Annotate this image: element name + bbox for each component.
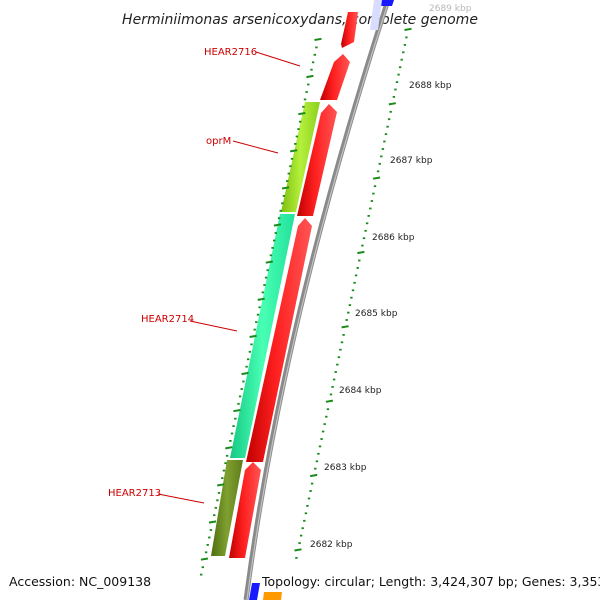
kbp-label-2688: 2688 kbp: [409, 81, 452, 91]
accession-text: Accession: NC_009138: [9, 574, 151, 589]
outer-track-tick: [372, 176, 381, 180]
inner-track-tick: [314, 37, 322, 41]
gene-blue-top: [378, 0, 394, 6]
gene-label-hear2713: HEAR2713: [108, 488, 161, 499]
inner-track-tick: [257, 297, 265, 301]
outer-track-tick: [404, 27, 412, 31]
backbone-line: [243, 0, 391, 600]
map-title: Herminiimonas arsenicoxydans, complete g…: [122, 12, 478, 28]
kbp-label-2684: 2684 kbp: [339, 386, 382, 396]
gene-label-hear2716: HEAR2716: [204, 47, 257, 58]
forward-gene-hear2713-strand: [229, 462, 261, 558]
kbp-label-2682: 2682 kbp: [310, 540, 353, 550]
label-line-hear2716: [255, 51, 301, 67]
forward-gene-hear2716-strand: [320, 54, 350, 100]
gene-oprM-block: [281, 102, 320, 212]
inner-track-tick: [249, 334, 257, 338]
outer-track-tick: [310, 473, 318, 478]
tick-marks: [200, 27, 412, 576]
gene-blue-top-faint: [370, 0, 382, 30]
backbone-highlight: [246, 0, 390, 600]
outer-track-tick: [357, 250, 365, 255]
label-line-hear2713: [157, 493, 205, 504]
forward-gene-oprm-strand: [297, 104, 337, 216]
inner-track-tick: [217, 483, 225, 487]
inner-track-tick: [306, 74, 314, 79]
inner-track-tick: [241, 371, 249, 376]
inner-track-tick: [200, 557, 209, 561]
gene-label-hear2714: HEAR2714: [141, 314, 194, 325]
inner-track-tick: [273, 223, 282, 227]
label-line-hear2714: [189, 320, 238, 332]
outer-track-tick: [388, 102, 396, 106]
inner-track-tick: [290, 149, 298, 153]
gene-hear2714-block: [230, 214, 295, 458]
topology-text: Topology: circular; Length: 3,424,307 bp…: [261, 574, 600, 589]
kbp-label-2689: 2689 kbp: [429, 4, 472, 14]
label-line-oprm: [232, 140, 279, 154]
kbp-label-2686: 2686 kbp: [372, 233, 415, 243]
inner-track-tick: [208, 520, 217, 524]
outer-track-tick: [294, 548, 302, 552]
outer-track-tick: [325, 399, 334, 403]
forward-gene-hear2714-strand: [246, 218, 312, 462]
kbp-label-2685: 2685 kbp: [355, 309, 398, 319]
inner-track-tick: [298, 112, 306, 116]
inner-track-tick: [265, 260, 273, 264]
outer-track-tick: [341, 325, 349, 329]
kbp-label-2683: 2683 kbp: [324, 463, 367, 473]
gene-orange-bottom: [263, 592, 282, 600]
inner-track-tick: [225, 446, 233, 450]
inner-track-tick: [233, 409, 241, 413]
gene-label-oprm: oprM: [206, 136, 231, 147]
inner-track-tick: [281, 186, 290, 190]
forward-gene-top: [341, 12, 358, 48]
gene-hear2713-block: [211, 460, 243, 556]
gene-blue-bottom: [249, 583, 260, 600]
kbp-label-2687: 2687 kbp: [390, 156, 433, 166]
